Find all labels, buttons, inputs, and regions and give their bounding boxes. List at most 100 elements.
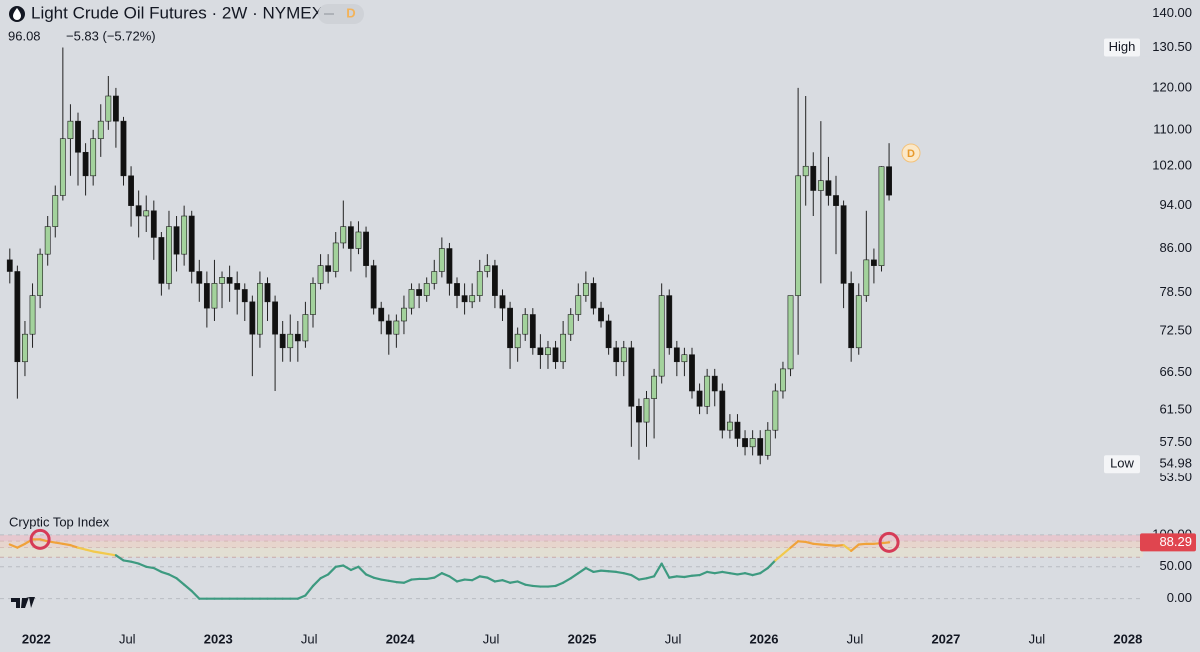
- candle-body: [492, 265, 498, 296]
- candle-body: [476, 271, 483, 296]
- candle-body: [575, 295, 582, 315]
- indicator-segment: [364, 573, 375, 579]
- candle-body: [385, 320, 392, 335]
- candle-body: [666, 295, 673, 349]
- indicator-segment: [137, 562, 148, 568]
- candle-body: [363, 231, 369, 266]
- x-tick-label: Jul: [301, 631, 318, 646]
- candle-body: [44, 226, 51, 255]
- candle-body: [143, 210, 150, 217]
- indicator-segment: [516, 580, 527, 586]
- signal: [878, 531, 900, 553]
- indicator-segment: [114, 554, 125, 562]
- indicator-segment: [584, 566, 595, 573]
- indicator-segment: [486, 576, 497, 583]
- candle-body: [257, 283, 263, 335]
- candle-body: [552, 347, 559, 363]
- x-tick-label: 2027: [931, 631, 960, 646]
- indicator-segment: [781, 546, 792, 556]
- candle-body: [52, 195, 59, 227]
- candle-body: [848, 283, 855, 349]
- indicator-segment: [425, 576, 436, 581]
- x-tick-label: 2026: [750, 631, 779, 646]
- candle-body: [97, 120, 104, 140]
- y-tick-label: 61.50: [1159, 402, 1192, 417]
- candle-body: [840, 205, 847, 284]
- candle-body: [264, 283, 271, 303]
- candle-body: [446, 248, 453, 284]
- y-tick-label: 57.50: [1159, 434, 1192, 449]
- x-tick-label: Jul: [119, 631, 136, 646]
- candle-body: [401, 307, 407, 322]
- candle-body: [355, 231, 362, 249]
- indicator-bands: [0, 534, 1143, 558]
- indicator-segment: [402, 578, 413, 584]
- candle-body: [658, 295, 665, 377]
- indicator-segment: [850, 543, 860, 552]
- candle-body: [105, 95, 112, 122]
- candle-body: [734, 421, 741, 439]
- marker-bg: [1104, 38, 1140, 57]
- indicator-segment: [152, 566, 163, 573]
- candle-body: [605, 320, 612, 349]
- indicator-segment: [880, 541, 891, 545]
- indicator-segment: [433, 572, 443, 579]
- candle-body: [67, 120, 74, 140]
- candle-body: [294, 333, 301, 342]
- indicator-segment: [61, 542, 72, 547]
- indicator-segment: [160, 570, 171, 576]
- candle-body: [416, 289, 423, 296]
- candle-body: [636, 405, 642, 423]
- indicator-segment: [743, 572, 754, 577]
- candle-body: [522, 314, 529, 335]
- candle-body: [704, 375, 711, 407]
- candle-body: [461, 295, 468, 303]
- drop-icon: [13, 8, 21, 20]
- candle-body: [370, 265, 377, 309]
- candle-body: [825, 180, 832, 196]
- y-tick-label: 78.50: [1159, 284, 1192, 299]
- candle-body: [120, 120, 127, 177]
- candle-body: [166, 226, 172, 284]
- candle-body: [279, 333, 286, 349]
- candle-body: [22, 333, 28, 363]
- indicator-segment: [524, 583, 534, 588]
- indicator-segment: [387, 579, 398, 584]
- indicator-segment: [827, 544, 838, 547]
- marker-value-bg: [1142, 38, 1196, 57]
- indicator-segment: [508, 580, 519, 584]
- indicator-segment: [167, 573, 178, 580]
- candle-body: [317, 265, 324, 284]
- indicator-segment: [675, 575, 686, 579]
- candle-body: [150, 210, 157, 238]
- indicator-segment: [342, 564, 352, 572]
- y-tick-label: 72.50: [1159, 322, 1192, 337]
- indicator-segment: [569, 572, 580, 580]
- indicator-segment: [721, 570, 731, 575]
- candle-body: [560, 333, 567, 363]
- indicator-segment: [39, 538, 49, 543]
- indicator-segment: [766, 559, 777, 570]
- candle-body: [726, 421, 733, 431]
- candle-body: [484, 265, 491, 272]
- indicator-segment: [804, 540, 815, 545]
- y-tick-label: 66.50: [1159, 364, 1192, 379]
- indicator-segment: [448, 575, 459, 583]
- indicator-segment: [630, 573, 641, 581]
- indicator-segment: [599, 569, 610, 573]
- indicator-segment: [652, 562, 663, 578]
- candle-body: [719, 390, 726, 431]
- candle-body: [188, 215, 195, 272]
- indicator-segment: [349, 565, 360, 572]
- indicator-segment: [92, 550, 102, 554]
- candle-body: [135, 205, 142, 217]
- indicator-segment: [296, 594, 307, 600]
- candle-body: [802, 165, 809, 177]
- candle-body: [749, 438, 756, 448]
- candle-body: [567, 314, 574, 335]
- indicator-segment: [706, 570, 716, 575]
- candle-body: [340, 226, 347, 244]
- indicator-segment: [183, 583, 193, 593]
- band: [0, 534, 1143, 542]
- candle-body: [378, 307, 385, 322]
